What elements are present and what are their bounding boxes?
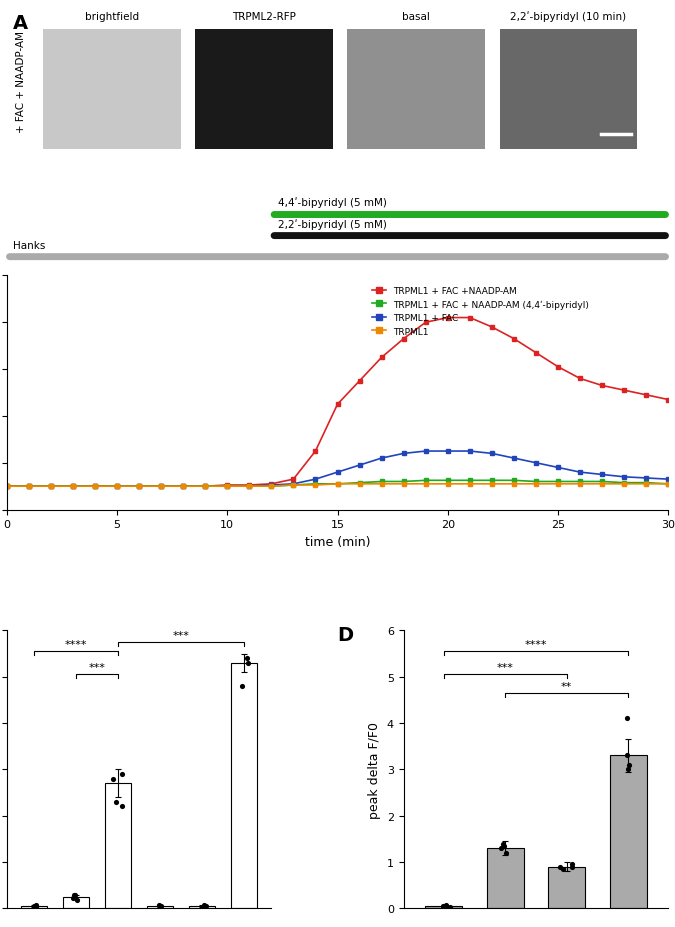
Bar [232, 663, 256, 908]
Text: 2,2ʹ-bipyridyl (5 mM): 2,2ʹ-bipyridyl (5 mM) [278, 219, 387, 229]
Point [496, 841, 507, 856]
Bar [610, 756, 647, 908]
Point [155, 899, 166, 914]
Point [242, 655, 253, 670]
Bar [548, 867, 585, 908]
Point [70, 888, 80, 903]
FancyBboxPatch shape [500, 30, 637, 149]
Point [28, 899, 39, 914]
Point [199, 898, 210, 913]
Point [441, 898, 452, 913]
Text: D: D [338, 625, 354, 644]
Bar [487, 848, 524, 908]
X-axis label: time (min): time (min) [304, 535, 371, 548]
Point [68, 891, 79, 906]
FancyBboxPatch shape [195, 30, 333, 149]
Bar [425, 907, 462, 908]
Point [567, 857, 578, 872]
FancyBboxPatch shape [43, 30, 181, 149]
Bar [105, 783, 131, 908]
Text: 2,2ʹ-bipyridyl (10 min): 2,2ʹ-bipyridyl (10 min) [510, 12, 626, 22]
Point [236, 679, 247, 693]
Text: 4,4ʹ-bipyridyl (5 mM): 4,4ʹ-bipyridyl (5 mM) [278, 197, 387, 209]
Point [30, 898, 41, 913]
Point [242, 651, 252, 666]
Text: TRPML2-RFP: TRPML2-RFP [232, 12, 296, 22]
Point [437, 899, 448, 914]
Point [155, 900, 165, 915]
Point [117, 799, 128, 814]
Point [116, 767, 127, 781]
Point [440, 900, 451, 915]
Point [567, 859, 578, 874]
Point [554, 859, 565, 874]
Bar [63, 897, 88, 908]
Point [30, 900, 41, 915]
Point [621, 748, 632, 763]
Text: ***: *** [497, 663, 514, 672]
Text: ****: **** [65, 640, 87, 649]
Text: + FAC + NAADP-AM: + FAC + NAADP-AM [16, 32, 26, 133]
Y-axis label: peak delta F/F0: peak delta F/F0 [369, 721, 381, 818]
Point [72, 893, 82, 908]
Point [498, 839, 509, 854]
Point [501, 845, 512, 860]
Text: ****: **** [524, 640, 547, 649]
Text: basal: basal [402, 12, 430, 22]
Point [69, 887, 80, 902]
Text: ***: *** [88, 663, 105, 672]
Text: ***: *** [173, 630, 190, 640]
Point [153, 898, 164, 913]
Point [108, 771, 119, 786]
Point [445, 899, 456, 914]
Point [198, 900, 209, 915]
Point [111, 794, 122, 809]
Text: brightfield: brightfield [85, 12, 139, 22]
Bar [190, 907, 215, 908]
Point [497, 836, 508, 851]
Text: Hanks: Hanks [14, 240, 46, 250]
Point [624, 757, 634, 772]
Bar [22, 907, 47, 908]
Bar [147, 907, 173, 908]
Text: A: A [14, 14, 28, 32]
Point [200, 899, 211, 914]
Text: **: ** [561, 680, 572, 691]
Point [623, 762, 634, 777]
Legend: TRPML1 + FAC +NAADP-AM, TRPML1 + FAC + NAADP-AM (4,4ʹ-bipyridyl), TRPML1 + FAC, : TRPML1 + FAC +NAADP-AM, TRPML1 + FAC + N… [369, 283, 593, 340]
FancyBboxPatch shape [348, 30, 485, 149]
Point [558, 862, 569, 877]
Point [622, 711, 632, 726]
